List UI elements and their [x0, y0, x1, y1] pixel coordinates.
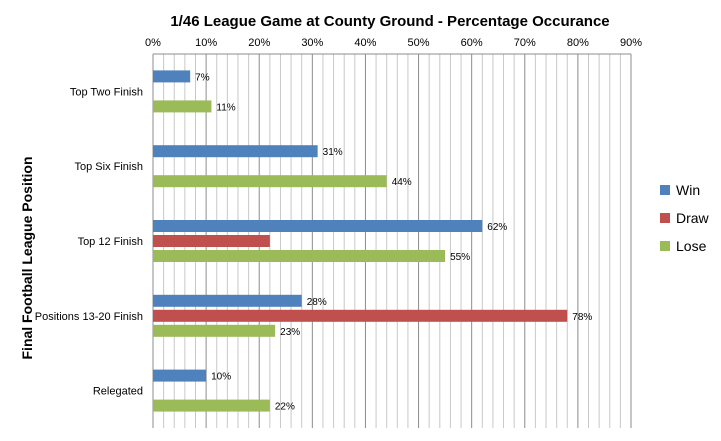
- x-tick-label: 40%: [354, 37, 376, 49]
- data-label: 62%: [487, 222, 507, 233]
- gridlines: [152, 53, 632, 428]
- bar-win: [153, 294, 302, 307]
- x-tick-label: 30%: [301, 37, 323, 49]
- x-tick-label: 10%: [195, 37, 217, 49]
- data-label: 7%: [195, 72, 210, 83]
- bar-series: [153, 70, 568, 412]
- data-label: 23%: [280, 327, 300, 338]
- legend-entry: Draw: [676, 210, 710, 226]
- x-tick-label: 90%: [620, 37, 642, 49]
- x-tick-label: 0%: [145, 37, 161, 49]
- x-tick-label: 20%: [248, 37, 270, 49]
- bar-draw: [153, 235, 270, 247]
- bar-lose: [153, 100, 212, 113]
- legend-swatch: [660, 213, 670, 223]
- bar-lose: [153, 250, 446, 262]
- data-label: 10%: [211, 372, 231, 383]
- category-label: Top Six Finish: [75, 161, 143, 173]
- legend: Win Draw Lose: [660, 182, 710, 254]
- legend-swatch: [660, 241, 670, 251]
- category-labels: Top Two Finish Top Six Finish Top 12 Finis…: [35, 86, 143, 397]
- bar-lose: [153, 399, 270, 412]
- chart-title: 1/46 League Game at County Ground - Perc…: [170, 13, 609, 30]
- data-label: 31%: [323, 147, 343, 158]
- legend-entry: Win: [676, 182, 700, 198]
- x-axis-ticks: 0% 10% 20% 30% 40% 50% 60% 70% 80% 90%: [145, 37, 642, 49]
- bar-win: [153, 369, 207, 382]
- data-label: 28%: [307, 297, 327, 308]
- data-label: 78%: [572, 312, 592, 323]
- bar-lose: [153, 324, 276, 337]
- bar-win: [153, 145, 318, 158]
- data-label: 11%: [216, 102, 235, 113]
- data-labels: 7% 31% 62% 28% 10% 78% 11% 44% 55% 23% 22%: [195, 72, 592, 412]
- data-label: 55%: [450, 252, 470, 263]
- x-tick-label: 70%: [514, 37, 536, 49]
- bar-lose: [153, 175, 387, 188]
- legend-swatch: [660, 185, 670, 195]
- legend-entry: Lose: [676, 238, 707, 254]
- category-label: Top 12 Finish: [78, 236, 143, 248]
- category-label: Relegated: [93, 386, 143, 398]
- category-label: Positions 13-20 Finish: [35, 311, 143, 323]
- data-label: 44%: [392, 177, 412, 188]
- bar-draw: [153, 309, 568, 322]
- x-tick-label: 80%: [567, 37, 589, 49]
- bar-win: [153, 70, 191, 83]
- category-label: Top Two Finish: [70, 86, 143, 98]
- x-tick-label: 60%: [461, 37, 483, 49]
- bar-win: [153, 220, 483, 232]
- x-tick-label: 50%: [408, 37, 430, 49]
- y-axis-title: Final Football League Position: [19, 156, 35, 359]
- data-label: 22%: [275, 402, 295, 413]
